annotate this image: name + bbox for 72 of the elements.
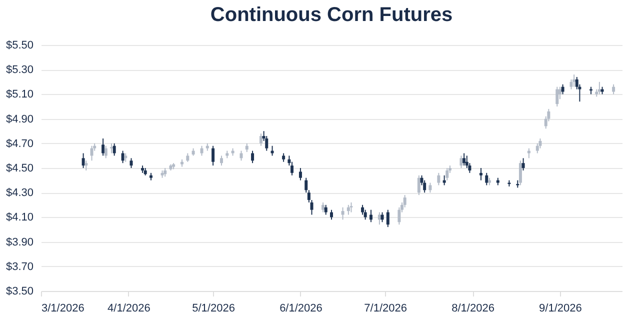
candlestick	[240, 150, 243, 162]
y-tick-label: $4.70	[6, 138, 34, 150]
candlestick	[522, 158, 525, 171]
y-tick-label: $3.50	[6, 286, 34, 298]
candlestick	[298, 168, 302, 181]
x-tick-label: 3/1/2026	[42, 302, 84, 314]
candlestick	[417, 174, 420, 196]
candlestick	[290, 161, 294, 176]
candlestick	[346, 204, 350, 216]
x-tick-label: 4/1/2026	[108, 302, 150, 314]
candlestick	[518, 160, 522, 186]
candlestick	[341, 206, 344, 220]
candlestick	[386, 209, 390, 228]
x-tick-label: 6/1/2026	[280, 302, 322, 314]
candlestick	[378, 212, 381, 226]
chart-title: Continuous Corn Futures	[210, 4, 453, 26]
candlestick	[437, 172, 440, 186]
candlestick	[423, 180, 426, 194]
candlestick	[479, 168, 482, 181]
candlestick	[570, 78, 573, 90]
candlestick	[538, 138, 542, 149]
candlestick	[324, 204, 328, 216]
candlestick	[442, 174, 446, 186]
candlestick	[330, 209, 333, 220]
candlestick	[307, 190, 310, 203]
candlestick	[536, 142, 539, 154]
x-tick-label: 7/1/2026	[364, 302, 407, 314]
candlestick	[130, 158, 133, 168]
candlestick	[428, 182, 432, 194]
candlestick	[446, 168, 449, 181]
x-tick-label: 8/1/2026	[452, 302, 494, 314]
candlestick	[369, 209, 372, 223]
candlestick	[350, 202, 353, 213]
y-tick-label: $5.30	[6, 64, 34, 76]
x-tick-label: 9/1/2026	[539, 302, 582, 314]
candlestick	[398, 206, 401, 226]
y-tick-label: $4.10	[6, 212, 34, 224]
candlestick	[556, 86, 559, 107]
candlestick	[112, 142, 116, 156]
candlestick	[322, 202, 325, 213]
candlestick	[310, 199, 314, 216]
candlestick	[364, 209, 367, 220]
y-tick-label: $4.90	[6, 113, 34, 126]
candlestick	[82, 152, 85, 168]
candlestick	[90, 145, 94, 162]
candlestick	[561, 84, 564, 95]
candlestick	[612, 84, 616, 95]
candlestick	[102, 138, 105, 156]
candlestick	[462, 152, 466, 166]
candlestick	[121, 150, 124, 164]
candlestick	[361, 204, 364, 216]
candlestick	[558, 86, 562, 100]
candlestick	[485, 172, 488, 186]
y-tick-label: $3.90	[6, 236, 34, 248]
y-tick-label: $4.30	[6, 187, 34, 200]
candlestick	[84, 160, 88, 171]
candlestick	[200, 145, 204, 156]
candlestick	[220, 155, 224, 166]
y-tick-label: $4.50	[6, 162, 34, 174]
y-tick-label: $5.50	[6, 40, 34, 52]
y-tick-label: $5.10	[6, 88, 34, 101]
candlestick	[460, 155, 463, 168]
candlestick	[212, 145, 215, 166]
candlestick	[110, 142, 114, 154]
candlestick	[304, 177, 308, 194]
candlestick	[251, 150, 254, 164]
candlestick	[104, 145, 108, 159]
candlestick	[572, 74, 576, 88]
x-tick-label: 5/1/2026	[192, 302, 235, 314]
candlestick	[380, 212, 384, 223]
candlestick	[259, 133, 262, 146]
y-tick-label: $3.70	[6, 260, 34, 273]
